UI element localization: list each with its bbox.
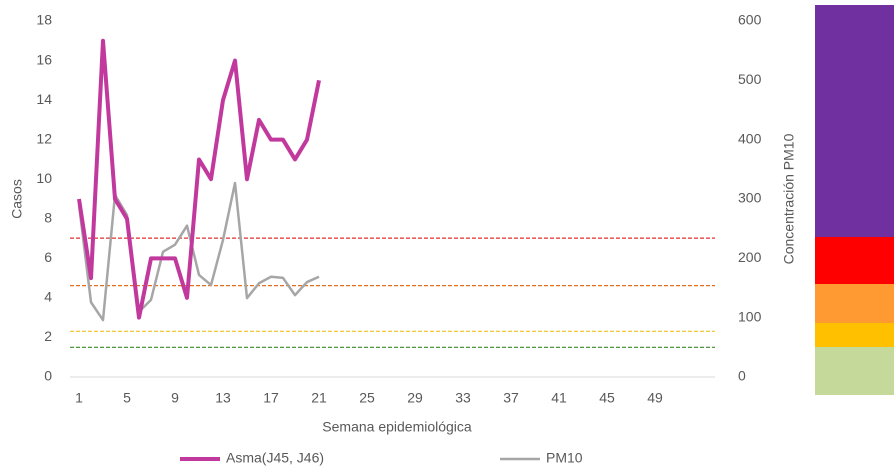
- band-orange: [815, 284, 894, 323]
- x-tick-label: 25: [359, 390, 375, 406]
- x-tick-label: 9: [171, 390, 179, 406]
- y2-tick-label: 100: [738, 308, 762, 324]
- y-tick-label: 4: [44, 289, 52, 305]
- y-tick-label: 6: [44, 249, 52, 265]
- y-tick-label: 2: [44, 328, 52, 344]
- x-tick-label: 21: [311, 390, 327, 406]
- x-tick-label: 29: [407, 390, 423, 406]
- x-tick-label: 17: [263, 390, 279, 406]
- y-tick-label: 18: [36, 12, 52, 28]
- band-purple: [815, 5, 894, 237]
- x-tick-label: 1: [75, 390, 83, 406]
- x-tick-label: 41: [551, 390, 567, 406]
- y-tick-label: 0: [44, 368, 52, 384]
- y2-tick-label: 300: [738, 190, 762, 206]
- y2-tick-label: 600: [738, 12, 762, 28]
- x-tick-label: 49: [647, 390, 663, 406]
- x-tick-label: 13: [215, 390, 231, 406]
- y-axis-title: Casos: [9, 179, 25, 219]
- y-tick-label: 10: [36, 170, 52, 186]
- y-tick-label: 8: [44, 209, 52, 225]
- y2-axis-title: Concentración PM10: [781, 133, 797, 264]
- y-tick-label: 16: [36, 51, 52, 67]
- y2-tick-label: 500: [738, 71, 762, 87]
- x-axis-title: Semana epidemiológica: [322, 419, 472, 435]
- x-tick-label: 5: [123, 390, 131, 406]
- x-tick-label: 37: [503, 390, 519, 406]
- y2-tick-label: 0: [738, 368, 746, 384]
- series-line: [77, 38, 321, 320]
- series-line: [77, 181, 320, 322]
- y2-tick-label: 400: [738, 130, 762, 146]
- band-red: [815, 237, 894, 284]
- x-tick-label: 45: [599, 390, 615, 406]
- y-tick-label: 12: [36, 130, 52, 146]
- legend-label: PM10: [546, 450, 583, 466]
- y2-tick-label: 200: [738, 249, 762, 265]
- legend-label: Asma(J45, J46): [226, 450, 324, 466]
- y-tick-label: 14: [36, 91, 52, 107]
- x-tick-label: 33: [455, 390, 471, 406]
- band-green: [815, 347, 894, 395]
- band-yellow: [815, 323, 894, 347]
